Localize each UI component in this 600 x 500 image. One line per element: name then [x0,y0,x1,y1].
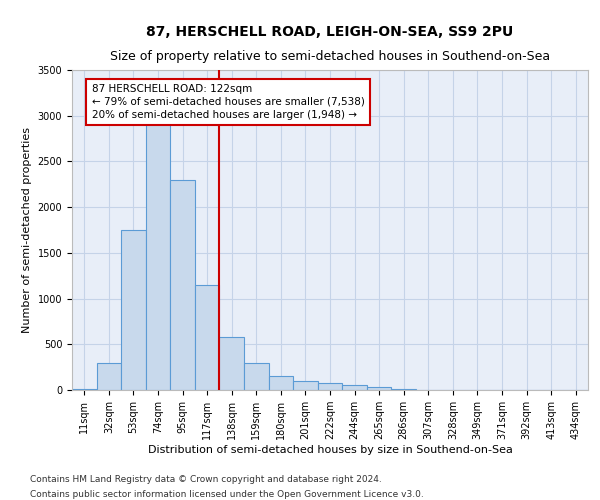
Y-axis label: Number of semi-detached properties: Number of semi-detached properties [22,127,32,333]
Bar [293,381,318,390]
Bar [342,384,367,390]
Bar [391,389,416,390]
Text: Contains HM Land Registry data © Crown copyright and database right 2024.: Contains HM Land Registry data © Crown c… [30,475,382,484]
Bar [367,388,391,390]
Bar [195,285,220,390]
Text: Size of property relative to semi-detached houses in Southend-on-Sea: Size of property relative to semi-detach… [110,50,550,63]
Bar [170,180,195,390]
Bar [244,362,269,390]
Bar [269,376,293,390]
Text: Contains public sector information licensed under the Open Government Licence v3: Contains public sector information licen… [30,490,424,499]
Bar [220,337,244,390]
Text: 87, HERSCHELL ROAD, LEIGH-ON-SEA, SS9 2PU: 87, HERSCHELL ROAD, LEIGH-ON-SEA, SS9 2P… [146,25,514,39]
Bar [318,383,342,390]
Text: 87 HERSCHELL ROAD: 122sqm
← 79% of semi-detached houses are smaller (7,538)
20% : 87 HERSCHELL ROAD: 122sqm ← 79% of semi-… [92,84,365,120]
Bar [146,116,170,390]
Bar [97,362,121,390]
Bar [121,230,146,390]
Text: Distribution of semi-detached houses by size in Southend-on-Sea: Distribution of semi-detached houses by … [148,445,512,455]
Bar [72,389,97,390]
